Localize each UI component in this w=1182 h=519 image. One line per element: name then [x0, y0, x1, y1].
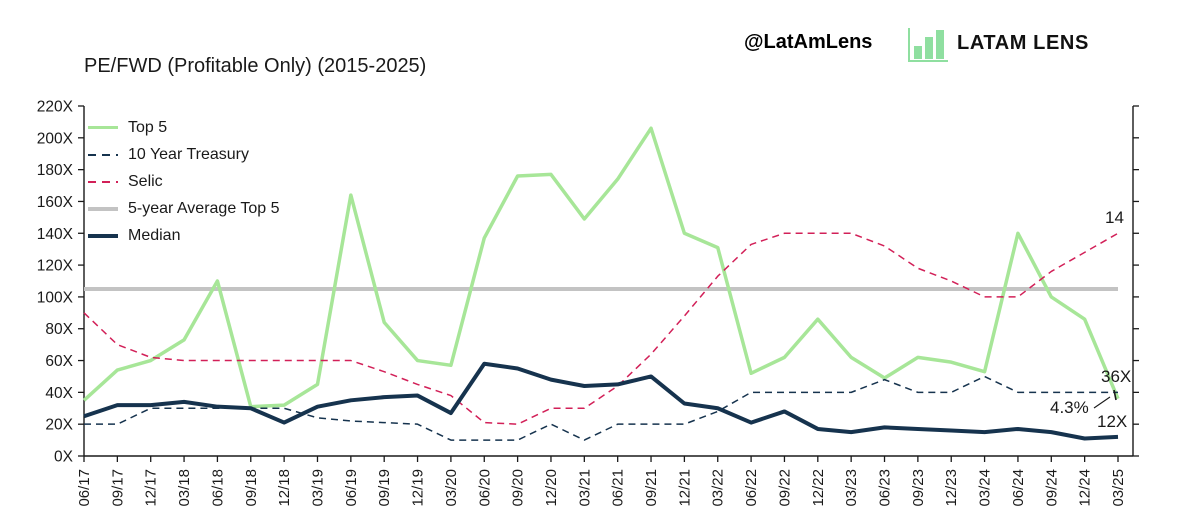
annotation-arrow — [1093, 396, 1111, 409]
svg-text:09/24: 09/24 — [1043, 469, 1060, 507]
svg-text:03/19: 03/19 — [309, 469, 326, 507]
legend-label: Median — [128, 226, 181, 244]
svg-text:09/19: 09/19 — [376, 469, 393, 507]
social-handle: @LatAmLens — [744, 31, 873, 53]
svg-text:12/21: 12/21 — [676, 469, 693, 507]
legend-item-average: 5-year Average Top 5 — [88, 195, 280, 222]
svg-text:12/18: 12/18 — [276, 469, 293, 507]
svg-text:09/21: 09/21 — [643, 469, 660, 507]
legend-swatch-top5 — [88, 125, 118, 130]
bar-chart-icon — [908, 28, 948, 62]
svg-text:03/25: 03/25 — [1110, 469, 1127, 507]
legend-label: 5-year Average Top 5 — [128, 199, 280, 217]
svg-text:09/20: 09/20 — [510, 469, 527, 507]
svg-text:80X: 80X — [45, 321, 73, 338]
svg-text:200X: 200X — [37, 130, 74, 147]
legend-swatch-average — [88, 206, 118, 211]
legend-item-median: Median — [88, 222, 280, 249]
top5-end-label: 36X — [1101, 367, 1132, 386]
svg-text:03/21: 03/21 — [576, 469, 593, 507]
svg-text:09/17: 09/17 — [109, 469, 126, 507]
svg-text:12/22: 12/22 — [810, 469, 827, 507]
svg-text:06/18: 06/18 — [209, 469, 226, 507]
legend-item-treasury: 10 Year Treasury — [88, 141, 280, 168]
legend-label: 10 Year Treasury — [128, 145, 249, 163]
svg-text:03/22: 03/22 — [710, 469, 727, 507]
svg-text:160X: 160X — [37, 194, 74, 211]
svg-text:20X: 20X — [45, 417, 73, 434]
svg-text:12/20: 12/20 — [543, 469, 560, 507]
svg-text:120X: 120X — [37, 258, 74, 275]
svg-text:60X: 60X — [45, 353, 73, 370]
brand-name: LATAM LENS — [957, 32, 1089, 54]
svg-text:100X: 100X — [37, 289, 74, 306]
selic-end-label: 14 — [1105, 208, 1124, 227]
legend-item-top5: Top 5 — [88, 114, 280, 141]
legend-swatch-selic — [88, 180, 118, 183]
page-title: PE/FWD (Profitable Only) (2015-2025) — [84, 55, 427, 77]
treasury-end-label: 4.3% — [1050, 398, 1089, 417]
legend-label: Selic — [128, 172, 163, 190]
median-end-label: 12X — [1097, 412, 1128, 431]
svg-text:12/23: 12/23 — [943, 469, 960, 507]
svg-text:0X: 0X — [54, 449, 74, 466]
legend-item-selic: Selic — [88, 168, 280, 195]
svg-text:140X: 140X — [37, 226, 74, 243]
svg-text:03/24: 03/24 — [977, 469, 994, 507]
svg-text:12/24: 12/24 — [1077, 469, 1094, 507]
svg-text:180X: 180X — [37, 162, 74, 179]
svg-text:06/17: 06/17 — [76, 469, 93, 507]
svg-text:03/18: 03/18 — [176, 469, 193, 507]
legend-swatch-median — [88, 233, 118, 238]
svg-text:06/22: 06/22 — [743, 469, 760, 507]
svg-text:06/21: 06/21 — [610, 469, 627, 507]
legend-label: Top 5 — [128, 118, 168, 136]
svg-text:12/19: 12/19 — [410, 469, 427, 507]
svg-text:220X: 220X — [37, 99, 74, 116]
svg-text:06/24: 06/24 — [1010, 469, 1027, 507]
svg-text:09/22: 09/22 — [776, 469, 793, 507]
legend-swatch-treasury — [88, 153, 118, 156]
svg-text:09/23: 09/23 — [910, 469, 927, 507]
annotation-arrowhead — [1113, 389, 1117, 401]
svg-text:06/23: 06/23 — [877, 469, 894, 507]
svg-text:09/18: 09/18 — [243, 469, 260, 507]
svg-text:03/23: 03/23 — [843, 469, 860, 507]
legend: Top 5 10 Year Treasury Selic 5-year Aver… — [88, 114, 280, 249]
svg-text:06/19: 06/19 — [343, 469, 360, 507]
svg-text:06/20: 06/20 — [476, 469, 493, 507]
svg-text:03/20: 03/20 — [443, 469, 460, 507]
svg-text:40X: 40X — [45, 385, 73, 402]
svg-text:12/17: 12/17 — [143, 469, 160, 507]
